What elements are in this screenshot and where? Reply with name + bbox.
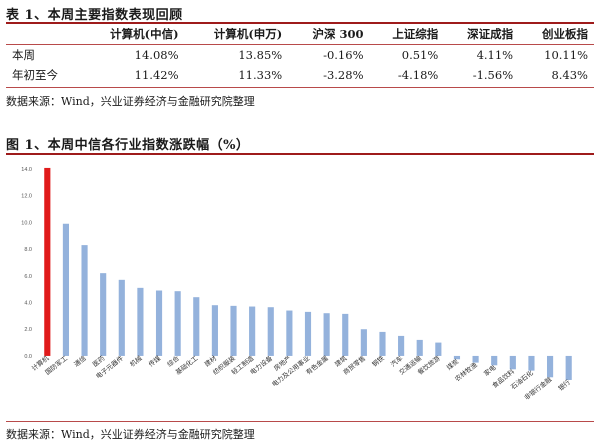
bar-计算机 — [44, 167, 51, 356]
table-header-row: 计算机(中信) 计算机(申万) 沪深 300 上证综指 深证成指 创业板指 — [6, 24, 594, 45]
bar-医药 — [100, 273, 107, 356]
bar-有色金属 — [323, 313, 330, 356]
bar-基础化工 — [193, 297, 200, 356]
table-cell: 11.33% — [238, 68, 283, 82]
y-tick-label: 2.0 — [24, 327, 32, 333]
table-cell: 11.42% — [134, 68, 179, 82]
table-cell: 14.08% — [134, 48, 179, 62]
bar-银行 — [565, 355, 572, 380]
row-label: 年初至今 — [12, 68, 58, 82]
bar-建材 — [211, 305, 218, 356]
bar-轻工制造 — [249, 306, 256, 356]
table-cell: 8.43% — [551, 68, 588, 82]
bar-电子元器件 — [118, 279, 125, 356]
y-tick-label: 4.0 — [24, 301, 32, 307]
bar-钢铁 — [379, 331, 386, 356]
table-source-note: 数据来源：Wind，兴业证券经济与金融研究院整理 — [6, 95, 255, 108]
bar-餐饮旅游 — [435, 342, 442, 356]
table-cell: -3.28% — [323, 68, 364, 82]
table-cell: 0.51% — [401, 48, 439, 62]
bar-交通运输 — [416, 339, 423, 356]
header-cell-sse: 上证综指 — [392, 27, 439, 41]
y-tick-label: 14.0 — [21, 167, 32, 173]
header-cell-sw-computer: 计算机(申万) — [213, 27, 283, 41]
bar-国防军工 — [62, 223, 70, 356]
table-bottom-rule — [6, 87, 594, 88]
bar-通信 — [81, 245, 88, 356]
header-cell-hs300: 沪深 300 — [312, 27, 364, 41]
header-cell-chinext: 创业板指 — [542, 27, 588, 41]
y-tick-label: 0.0 — [24, 354, 32, 360]
bar-电力及公用事业 — [304, 311, 312, 356]
table-cell: -4.18% — [397, 68, 439, 82]
row-label: 本周 — [12, 48, 35, 62]
bar-非银行金融 — [546, 355, 554, 378]
header-cell-blank — [6, 24, 81, 45]
table-cell: -1.56% — [472, 68, 514, 82]
table-cell: 13.85% — [238, 48, 283, 62]
bar-机械 — [137, 287, 144, 356]
y-tick-label: 12.0 — [21, 194, 32, 200]
header-cell-cs-computer: 计算机(中信) — [110, 27, 179, 41]
bar-家电 — [491, 355, 498, 366]
figure-title: 图 1、本周中信各行业指数涨跌幅（%） — [6, 138, 250, 153]
bar-煤炭 — [453, 355, 461, 360]
bar-汽车 — [398, 335, 405, 356]
bar-纺织服装 — [230, 305, 237, 356]
y-tick-label: 6.0 — [24, 274, 32, 280]
bar-综合 — [174, 291, 181, 356]
bar-房地产 — [286, 310, 293, 356]
bar-传媒 — [155, 290, 163, 356]
header-cell-szse: 深证成指 — [467, 27, 514, 41]
y-tick-label: 10.0 — [21, 220, 32, 226]
bar-电力设备 — [267, 307, 274, 356]
table-top-rule — [6, 22, 594, 24]
bar-石油石化 — [528, 355, 535, 371]
figure-top-rule — [6, 153, 594, 155]
table-title: 表 1、本周主要指数表现回顾 — [6, 8, 183, 23]
bar-食品饮料 — [509, 355, 516, 370]
bar-农林牧渔 — [472, 355, 479, 363]
table-row: 年初至今 11.42% 11.33% -3.28% -4.18% -1.56% … — [6, 65, 594, 85]
y-tick-label: 8.0 — [24, 247, 32, 253]
table-cell: -0.16% — [323, 48, 364, 62]
figure-source-note: 数据来源：Wind，兴业证券经济与金融研究院整理 — [6, 428, 255, 441]
table-row: 本周 14.08% 13.85% -0.16% 0.51% 4.11% 10.1… — [6, 45, 594, 66]
index-performance-table: 计算机(中信) 计算机(申万) 沪深 300 上证综指 深证成指 创业板指 本周… — [6, 24, 594, 85]
table-cell: 4.11% — [476, 48, 514, 62]
bar-商贸零售 — [360, 329, 367, 356]
bar-建筑 — [342, 313, 349, 356]
table-cell: 10.11% — [544, 48, 588, 62]
figure-bottom-rule — [6, 421, 594, 422]
